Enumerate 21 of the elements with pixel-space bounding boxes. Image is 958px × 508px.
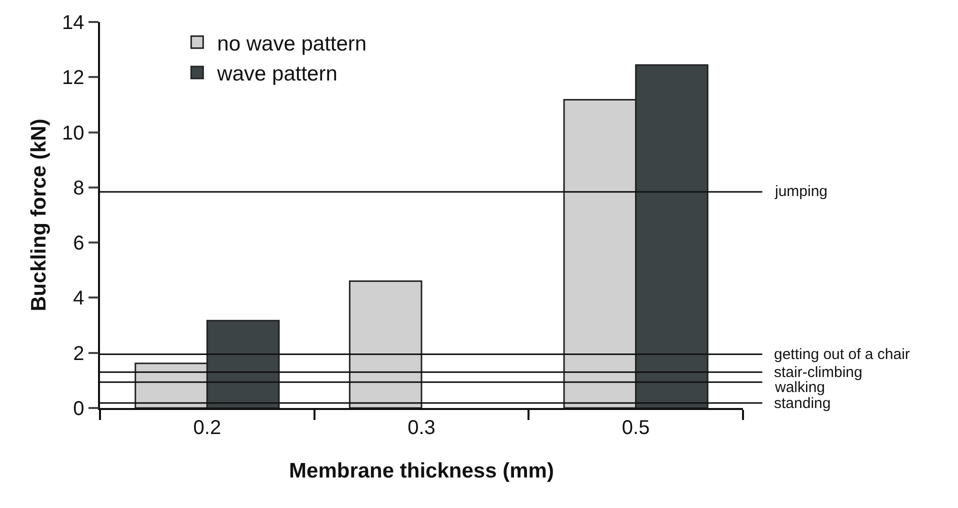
ref-line-label: stair-climbing bbox=[774, 364, 862, 381]
ref-line-label: getting out of a chair bbox=[774, 346, 910, 363]
y-axis-title: Buckling force (kN) bbox=[28, 118, 51, 312]
y-tick-label: 4 bbox=[73, 288, 84, 310]
y-tick-label: 0 bbox=[73, 398, 84, 420]
x-tick-label: 0.2 bbox=[193, 416, 222, 439]
x-tick-label: 0.5 bbox=[622, 416, 650, 439]
y-tick-label: 10 bbox=[62, 122, 84, 144]
y-tick-label: 2 bbox=[73, 342, 84, 365]
y-tick-label: 12 bbox=[62, 67, 84, 90]
ref-line-label: standing bbox=[774, 395, 831, 412]
y-tick-label: 6 bbox=[73, 232, 84, 255]
legend-label: no wave pattern bbox=[217, 32, 367, 56]
x-axis-title: Membrane thickness (mm) bbox=[289, 459, 554, 482]
y-tick-label: 8 bbox=[73, 177, 84, 200]
bar bbox=[348, 280, 422, 408]
legend-label: wave pattern bbox=[216, 62, 338, 86]
y-tick-label: 14 bbox=[62, 12, 84, 34]
x-tick-label: 0.3 bbox=[408, 416, 436, 439]
ref-line-label: walking bbox=[774, 379, 826, 396]
ref-line-label: jumping bbox=[774, 183, 828, 200]
